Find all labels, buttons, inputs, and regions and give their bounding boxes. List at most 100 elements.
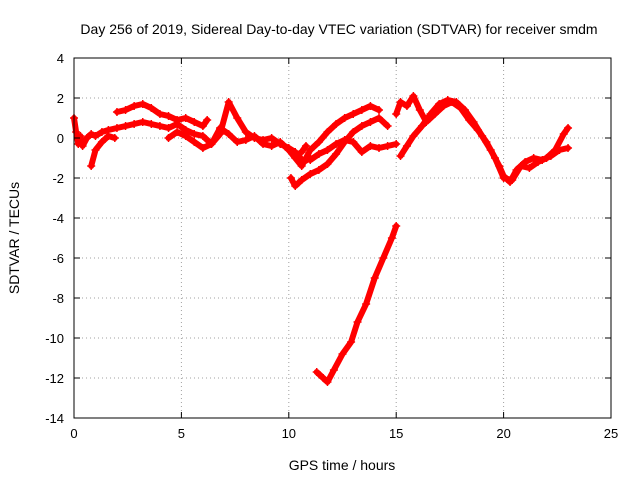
data-point <box>338 350 347 358</box>
data-point <box>181 132 190 140</box>
data-point <box>402 102 411 110</box>
data-point <box>164 134 173 142</box>
data-point <box>375 106 384 114</box>
data-point <box>551 146 560 154</box>
data-point <box>82 134 91 142</box>
data-point <box>190 138 199 146</box>
y-tick-label: -2 <box>52 171 64 186</box>
data-point <box>525 164 534 172</box>
data-point <box>314 138 323 146</box>
data-point <box>147 104 156 112</box>
x-tick-label: 20 <box>496 426 510 441</box>
data-point <box>366 142 375 150</box>
data-point <box>306 146 315 154</box>
data-point <box>130 102 139 110</box>
data-point <box>121 122 130 130</box>
data-point <box>323 160 332 168</box>
data-point <box>323 128 332 136</box>
data-point <box>332 150 341 158</box>
data-point <box>357 122 366 130</box>
data-point <box>430 110 439 118</box>
data-point <box>383 142 392 150</box>
data-point <box>72 128 81 136</box>
data-point <box>164 124 173 132</box>
data-point <box>392 140 401 148</box>
data-point <box>357 148 366 156</box>
data-point <box>379 254 388 262</box>
data-point <box>130 120 139 128</box>
data-point <box>559 130 568 138</box>
y-tick-label: -14 <box>45 411 64 426</box>
data-point <box>198 144 207 152</box>
y-axis-label: SDTVAR / TECUs <box>6 182 22 294</box>
data-point <box>216 130 225 138</box>
data-point <box>366 102 375 110</box>
data-point <box>173 128 182 136</box>
data-point <box>233 138 242 146</box>
data-point <box>417 122 426 130</box>
data-point <box>422 118 431 126</box>
data-point <box>312 368 321 376</box>
data-point <box>319 374 328 382</box>
x-tick-label: 0 <box>70 426 77 441</box>
data-point <box>366 118 375 126</box>
data-point <box>482 138 491 146</box>
data-point <box>465 116 474 124</box>
data-point <box>564 144 573 152</box>
data-point <box>347 338 356 346</box>
data-point <box>207 140 216 148</box>
data-point <box>74 140 83 148</box>
data-point <box>353 318 362 326</box>
y-tick-label: -10 <box>45 331 64 346</box>
data-point <box>340 136 349 144</box>
x-axis-label: GPS time / hours <box>289 457 396 473</box>
data-point <box>370 274 379 282</box>
data-point <box>314 166 323 174</box>
y-tick-label: 2 <box>57 91 64 106</box>
data-point <box>332 120 341 128</box>
data-point <box>87 162 96 170</box>
data-point <box>396 152 405 160</box>
data-point <box>314 150 323 158</box>
data-point <box>491 154 500 162</box>
data-point <box>190 118 199 126</box>
data-point <box>110 134 119 142</box>
axis-ticks: 0 5 10 15 20 25 -14 -12 -10 -8 -6 -4 -2 0 2 4 <box>45 51 618 441</box>
data-point <box>267 134 276 142</box>
data-point <box>286 174 295 182</box>
data-point <box>332 140 341 148</box>
data-point <box>203 116 212 124</box>
data-point <box>448 98 457 106</box>
y-tick-label: 0 <box>57 131 64 146</box>
data-point <box>396 98 405 106</box>
data-point <box>155 122 164 130</box>
x-tick-label: 15 <box>389 426 403 441</box>
data-point <box>329 366 338 374</box>
chart-title: Day 256 of 2019, Sidereal Day-to-day VTE… <box>80 21 597 37</box>
series-trace-a <box>71 115 309 159</box>
data-point <box>291 182 300 190</box>
data-point <box>297 176 306 184</box>
data-point <box>340 114 349 122</box>
y-tick-label: -12 <box>45 371 64 386</box>
data-point <box>198 122 207 130</box>
data-point <box>306 170 315 178</box>
data-point <box>259 136 268 144</box>
data-point <box>147 120 156 128</box>
data-point <box>508 176 517 184</box>
data-point <box>121 106 130 114</box>
data-point <box>516 162 525 170</box>
data-point <box>564 124 573 132</box>
data-point <box>392 222 401 230</box>
data-point <box>402 142 411 150</box>
data-point <box>91 132 100 140</box>
data-point <box>375 114 384 122</box>
data-point <box>241 128 250 136</box>
data-point <box>362 300 371 308</box>
data-point <box>104 132 113 140</box>
data-point <box>529 154 538 162</box>
data-point <box>542 154 551 162</box>
data-point <box>439 102 448 110</box>
data-point <box>383 122 392 130</box>
